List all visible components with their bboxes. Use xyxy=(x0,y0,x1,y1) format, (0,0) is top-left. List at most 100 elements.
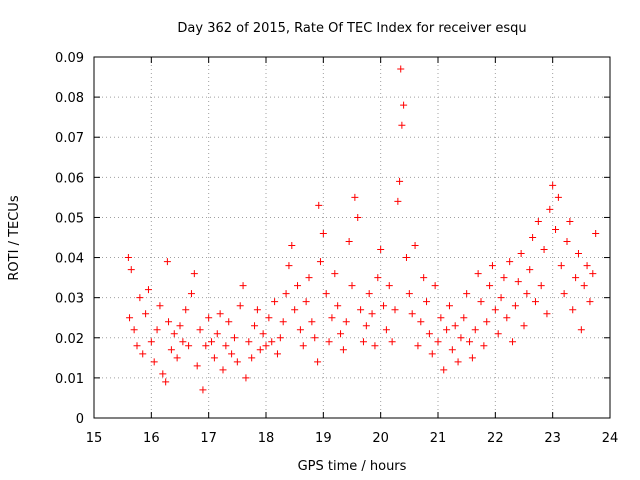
data-point xyxy=(256,346,264,354)
data-points xyxy=(124,65,600,394)
data-point xyxy=(193,362,201,370)
grid-lines xyxy=(94,57,610,418)
data-point xyxy=(460,314,468,322)
data-point xyxy=(139,350,147,358)
data-point xyxy=(466,338,474,346)
data-point xyxy=(420,274,428,282)
data-point xyxy=(531,298,539,306)
data-point xyxy=(127,266,135,274)
data-point xyxy=(294,282,302,290)
data-point xyxy=(165,318,173,326)
data-point xyxy=(222,342,230,350)
data-point xyxy=(437,314,445,322)
data-point xyxy=(566,217,574,225)
data-point xyxy=(331,270,339,278)
x-tick-label: 18 xyxy=(258,431,275,446)
data-point xyxy=(130,326,138,334)
data-point xyxy=(480,342,488,350)
data-point xyxy=(526,266,534,274)
data-point xyxy=(448,346,456,354)
x-tick-label: 21 xyxy=(430,431,447,446)
data-point xyxy=(534,217,542,225)
data-point xyxy=(311,334,319,342)
data-point xyxy=(202,342,210,350)
data-point xyxy=(299,342,307,350)
data-point xyxy=(357,306,365,314)
data-point xyxy=(411,242,419,250)
data-point xyxy=(288,242,296,250)
data-point xyxy=(253,306,261,314)
data-point xyxy=(443,326,451,334)
data-point xyxy=(394,197,402,205)
data-point xyxy=(182,306,190,314)
x-tick-label: 16 xyxy=(143,431,160,446)
data-point xyxy=(273,350,281,358)
data-point xyxy=(245,338,253,346)
data-point xyxy=(308,318,316,326)
data-point xyxy=(557,262,565,270)
data-point xyxy=(305,274,313,282)
data-point xyxy=(276,334,284,342)
data-point xyxy=(126,314,134,322)
data-point xyxy=(503,314,511,322)
data-point xyxy=(210,354,218,362)
data-point xyxy=(271,298,279,306)
data-point xyxy=(339,346,347,354)
data-point xyxy=(314,358,322,366)
data-point xyxy=(400,101,408,109)
data-point xyxy=(414,342,422,350)
x-axis-tick-labels: 15 16 17 18 19 20 21 22 23 24 xyxy=(86,431,619,446)
data-point xyxy=(396,177,404,185)
data-point xyxy=(279,318,287,326)
data-point xyxy=(517,250,525,258)
data-point xyxy=(549,181,557,189)
data-point xyxy=(328,314,336,322)
data-point xyxy=(142,310,150,318)
data-point xyxy=(506,258,514,266)
data-point xyxy=(468,354,476,362)
data-point xyxy=(359,338,367,346)
data-point xyxy=(491,306,499,314)
data-point xyxy=(520,322,528,330)
data-point xyxy=(216,310,224,318)
data-point xyxy=(471,326,479,334)
data-point xyxy=(159,370,167,378)
data-point xyxy=(583,262,591,270)
data-point xyxy=(319,229,327,237)
data-point xyxy=(434,338,442,346)
data-point xyxy=(322,290,330,298)
data-point xyxy=(162,378,170,386)
data-point xyxy=(423,298,431,306)
data-point xyxy=(190,270,198,278)
data-point xyxy=(167,346,175,354)
data-point xyxy=(225,318,233,326)
axis-ticks xyxy=(93,56,611,419)
data-point xyxy=(371,342,379,350)
data-point xyxy=(144,286,152,294)
data-point xyxy=(170,330,178,338)
data-point xyxy=(494,330,502,338)
y-tick-label: 0.02 xyxy=(55,332,84,347)
y-axis-title: ROTI / TECUs xyxy=(7,195,22,280)
data-point xyxy=(365,290,373,298)
data-point xyxy=(445,302,453,310)
data-point xyxy=(586,298,594,306)
x-tick-label: 19 xyxy=(315,431,332,446)
y-tick-label: 0.01 xyxy=(55,372,84,387)
data-point xyxy=(248,354,256,362)
y-tick-label: 0.09 xyxy=(55,51,84,66)
data-point xyxy=(262,342,270,350)
x-tick-label: 17 xyxy=(200,431,217,446)
data-point xyxy=(242,374,250,382)
data-point xyxy=(265,314,273,322)
data-point xyxy=(133,342,141,350)
data-point xyxy=(268,338,276,346)
data-point xyxy=(388,338,396,346)
x-tick-label: 24 xyxy=(602,431,619,446)
data-point xyxy=(428,350,436,358)
data-point xyxy=(374,274,382,282)
data-point xyxy=(509,338,517,346)
data-point xyxy=(316,258,324,266)
data-point xyxy=(474,270,482,278)
